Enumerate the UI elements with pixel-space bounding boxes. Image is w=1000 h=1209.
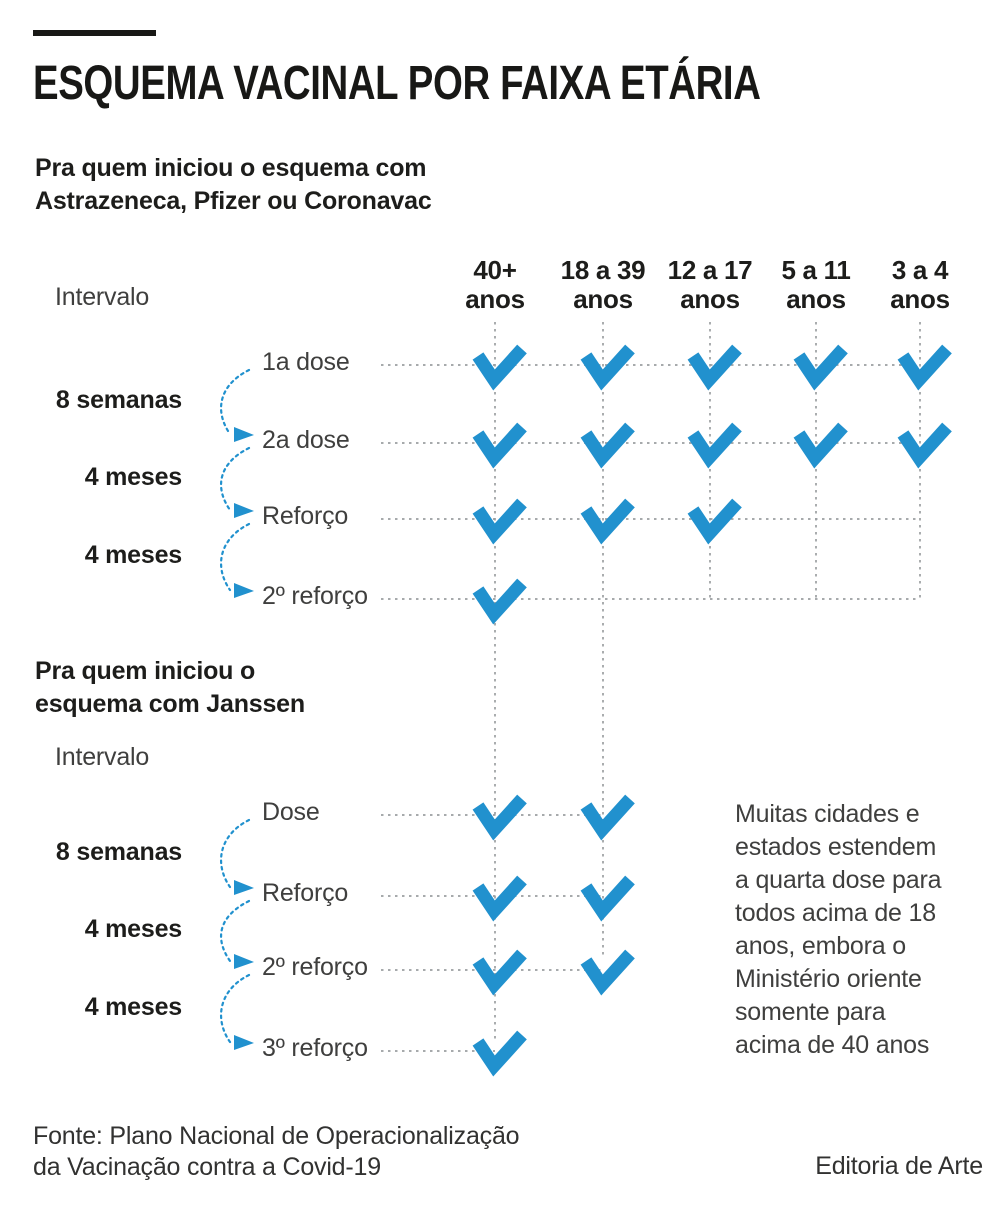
credit-text: Editoria de Arte xyxy=(815,1152,983,1180)
column-header: 5 a 11 anos xyxy=(781,255,851,314)
section1-heading: Pra quem iniciou o esquema com Astrazene… xyxy=(35,154,432,215)
check-icon xyxy=(687,422,742,469)
flow-arrow xyxy=(220,368,251,436)
interval-label: 8 semanas xyxy=(55,386,182,414)
page-title: ESQUEMA VACINAL POR FAIXA ETÁRIA xyxy=(33,57,761,110)
check-icon xyxy=(472,422,527,469)
check-icon xyxy=(580,949,635,996)
check-icon xyxy=(897,344,952,391)
flow-arrow xyxy=(220,446,251,512)
interval-label: 8 semanas xyxy=(55,837,182,866)
check-icon xyxy=(687,344,742,391)
column-header: 40+ anos xyxy=(465,255,525,314)
dose-row-label: 2º reforço xyxy=(262,582,368,610)
interval-label: 4 meses xyxy=(84,463,182,491)
interval-label: 4 meses xyxy=(84,541,182,569)
side-note: Muitas cidades e estados estendem a quar… xyxy=(735,800,942,1059)
dose-row-label: 2º reforço xyxy=(262,953,368,981)
dose-row-label: 2a dose xyxy=(262,426,350,454)
flow-arrowhead xyxy=(234,954,254,969)
section2-heading: Pra quem iniciou o esquema com Janssen xyxy=(35,657,305,718)
flow-arrow xyxy=(220,818,251,889)
check-icon xyxy=(472,498,527,545)
check-icon xyxy=(472,578,527,625)
check-icon xyxy=(793,422,848,469)
check-icon xyxy=(580,794,635,841)
check-icon xyxy=(472,875,527,922)
column-header: 3 a 4 anos xyxy=(890,255,950,314)
dose-row-label: Reforço xyxy=(262,502,349,530)
section1-intervalo-label: Intervalo xyxy=(55,283,150,311)
interval-label: 4 meses xyxy=(84,992,182,1021)
check-icon xyxy=(472,949,527,996)
dose-row-label: 1a dose xyxy=(262,348,350,376)
column-header: 12 a 17 anos xyxy=(667,255,753,314)
check-icon xyxy=(580,344,635,391)
flow-arrow xyxy=(220,973,251,1044)
source-text: Fonte: Plano Nacional de Operacionalizaç… xyxy=(33,1122,520,1181)
check-icon xyxy=(580,498,635,545)
title-accent-bar xyxy=(33,30,156,36)
flow-arrow xyxy=(220,522,251,592)
flow-arrowhead xyxy=(234,503,254,518)
check-icon xyxy=(580,422,635,469)
dose-row-label: 3º reforço xyxy=(262,1034,368,1062)
flow-arrowhead xyxy=(234,880,254,895)
flow-arrowhead xyxy=(234,1035,254,1050)
check-icon xyxy=(793,344,848,391)
check-icon xyxy=(580,875,635,922)
check-icon xyxy=(687,498,742,545)
check-icon xyxy=(472,1030,527,1077)
flow-arrow xyxy=(220,899,251,963)
check-icon xyxy=(897,422,952,469)
interval-label: 4 meses xyxy=(84,915,182,943)
column-header: 18 a 39 anos xyxy=(560,255,646,314)
dose-row-label: Dose xyxy=(262,798,320,826)
check-icon xyxy=(472,344,527,391)
dose-row-label: Reforço xyxy=(262,879,349,907)
flow-arrowhead xyxy=(234,427,254,442)
check-icon xyxy=(472,794,527,841)
section2-intervalo-label: Intervalo xyxy=(55,743,150,771)
flow-arrowhead xyxy=(234,583,254,598)
